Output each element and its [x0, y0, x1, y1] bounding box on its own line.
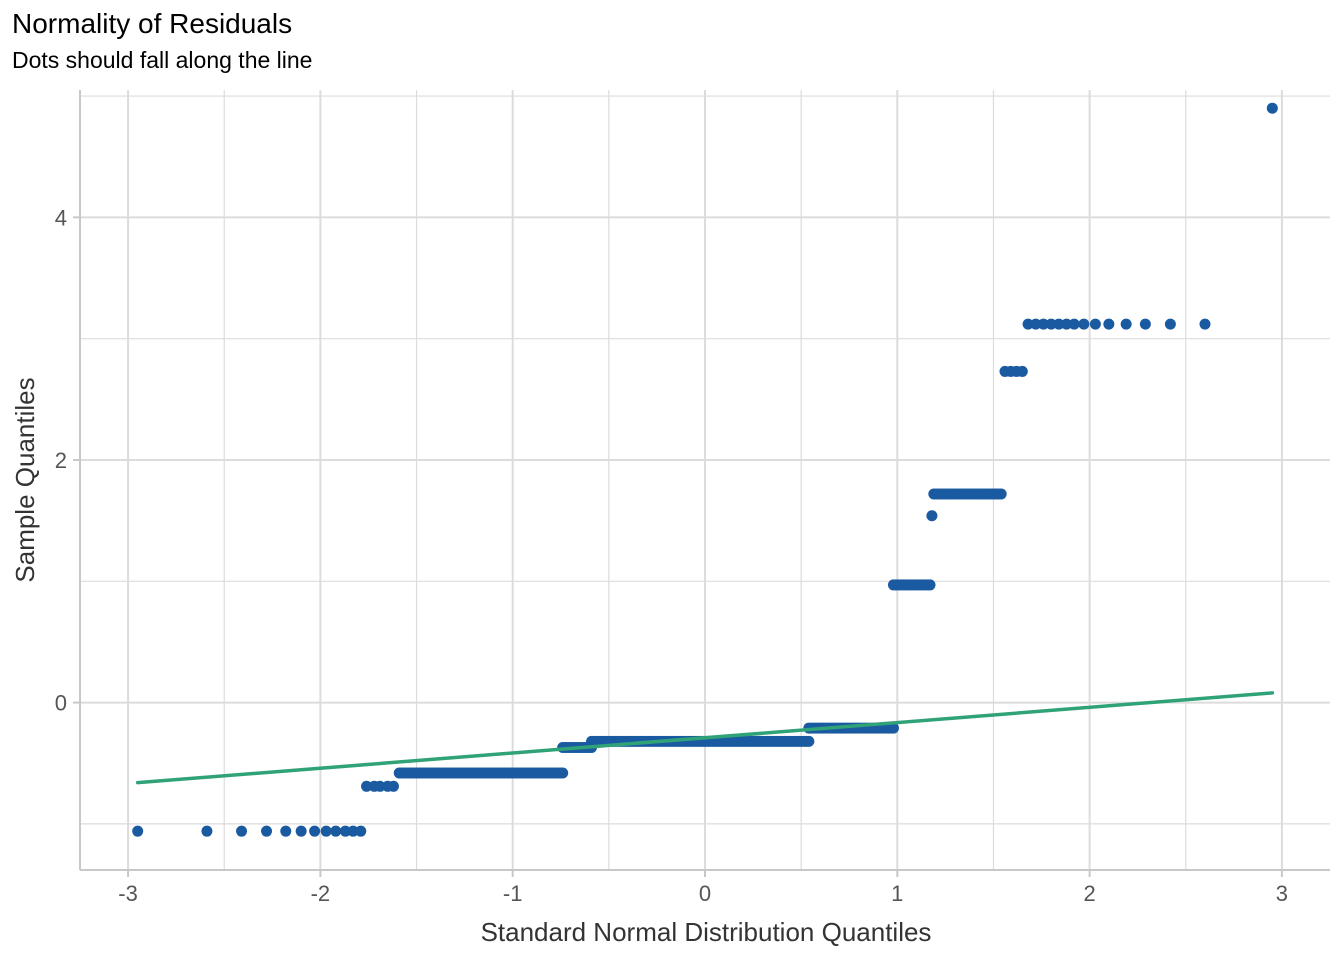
reference-line-group: [135, 691, 1275, 785]
data-point: [1266, 102, 1278, 114]
data-point: [924, 579, 936, 591]
data-point: [374, 780, 386, 792]
y-tick-label: 4: [55, 205, 67, 230]
data-point: [236, 825, 248, 837]
data-point: [1037, 318, 1049, 330]
x-tick-label: 2: [1083, 881, 1095, 906]
data-point: [1103, 318, 1115, 330]
data-point: [387, 780, 399, 792]
y-axis-title: Sample Quantiles: [10, 377, 40, 582]
data-point: [926, 510, 938, 522]
data-point: [1068, 318, 1080, 330]
data-point: [995, 488, 1007, 500]
data-point: [1016, 365, 1028, 377]
data-point: [1078, 318, 1090, 330]
y-tick-label: 2: [55, 448, 67, 473]
x-tick-label: 0: [699, 881, 711, 906]
data-point: [295, 825, 307, 837]
data-point: [1199, 318, 1211, 330]
data-point: [1045, 318, 1057, 330]
x-tick-label: -2: [311, 881, 331, 906]
data-point: [361, 780, 373, 792]
data-point: [339, 825, 351, 837]
y-tick-label: 0: [55, 691, 67, 716]
data-point: [330, 825, 342, 837]
data-point: [1053, 318, 1065, 330]
tick-labels: -3 -2 -1 0 1 2 3 0 2 4: [55, 205, 1288, 906]
data-point: [309, 825, 321, 837]
data-point: [557, 767, 569, 779]
chart-subtitle: Dots should fall along the line: [12, 47, 313, 73]
x-tick-label: 1: [891, 881, 903, 906]
data-point: [887, 722, 899, 734]
data-point: [1030, 318, 1042, 330]
x-axis-title: Standard Normal Distribution Quantiles: [481, 917, 932, 947]
data-point: [280, 825, 292, 837]
data-point: [1120, 318, 1132, 330]
data-point: [1089, 318, 1101, 330]
chart-title: Normality of Residuals: [12, 8, 293, 39]
x-tick-label: -1: [503, 881, 523, 906]
reference-line: [135, 691, 1275, 785]
data-point: [1022, 318, 1034, 330]
data-point: [803, 735, 815, 747]
data-point: [1164, 318, 1176, 330]
grid-lines: [80, 90, 1330, 870]
data-point: [201, 825, 213, 837]
x-tick-label: -3: [118, 881, 138, 906]
data-point: [347, 825, 359, 837]
data-point: [355, 825, 367, 837]
x-tick-label: 3: [1276, 881, 1288, 906]
data-point: [1139, 318, 1151, 330]
data-point: [261, 825, 273, 837]
data-point: [1061, 318, 1073, 330]
data-point: [320, 825, 332, 837]
axes: [73, 90, 1330, 877]
data-point: [132, 825, 144, 837]
